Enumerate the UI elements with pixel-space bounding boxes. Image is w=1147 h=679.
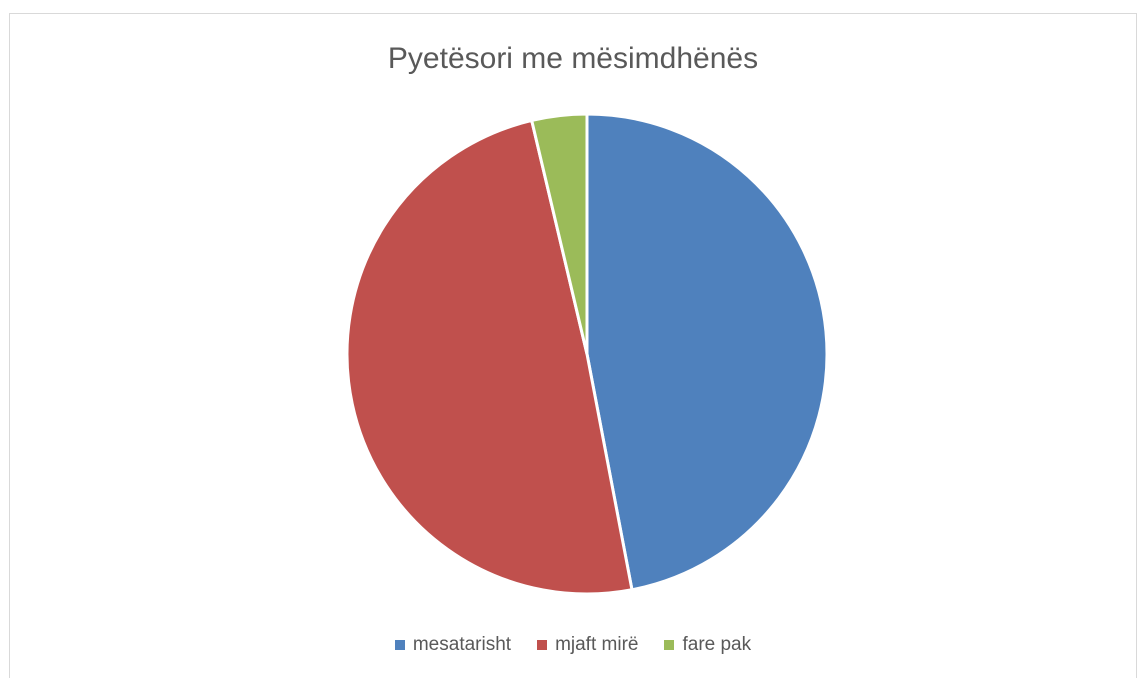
chart-title: Pyetësori me mësimdhënës <box>387 42 759 75</box>
pie-slice-mjaft-mirë <box>345 118 634 596</box>
legend-label: mesatarisht <box>412 634 512 655</box>
legend-item: mjaft mirë <box>537 634 638 656</box>
pie-chart <box>345 112 829 596</box>
legend-label: mjaft mirë <box>555 634 639 655</box>
chart-legend: mesatarisht mjaft mirë fare pak <box>10 634 1136 656</box>
legend-item: fare pak <box>664 634 751 656</box>
legend-item: mesatarisht <box>394 634 512 656</box>
legend-swatch <box>664 640 675 650</box>
legend-swatch <box>394 640 405 650</box>
pie-slice-mesatarisht <box>585 112 829 592</box>
legend-swatch <box>537 640 548 650</box>
chart-area: Pyetësori me mësimdhënës mesatarisht mjaf… <box>9 13 1137 678</box>
pie-slice-fare-pak <box>530 112 589 356</box>
legend-label: fare pak <box>682 634 752 655</box>
